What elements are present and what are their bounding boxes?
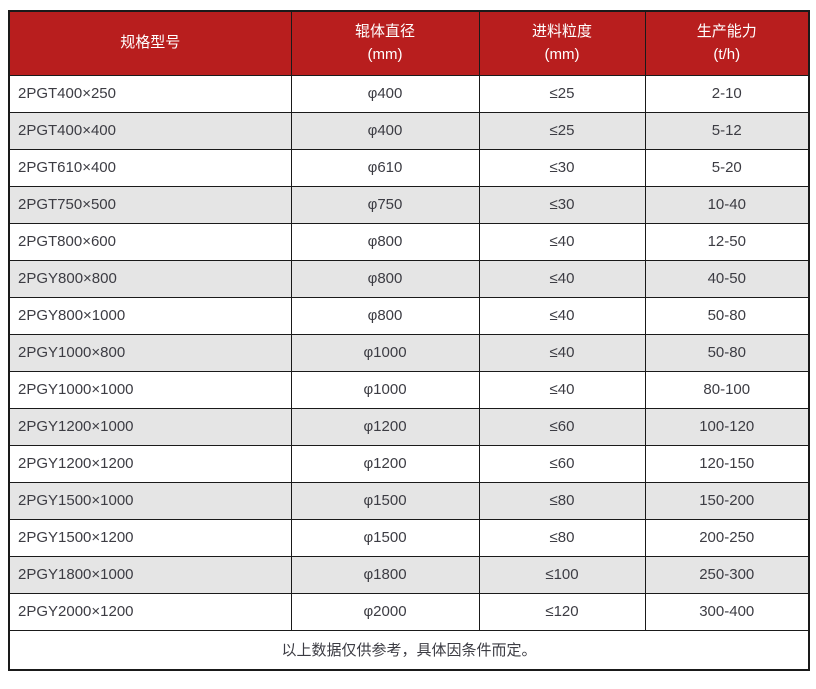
spec-table: 规格型号 辊体直径 (mm) 进料粒度 (mm) 生产能力 (t/h) <box>8 10 810 671</box>
header-label: 进料粒度 <box>531 23 592 41</box>
header-unit: (mm) <box>367 46 403 64</box>
cell-model: 2PGY1500×1200 <box>8 518 292 557</box>
table-row: 2PGT400×250 φ400 ≤25 2-10 <box>8 74 810 113</box>
footer-row: 以上数据仅供参考，具体因条件而定。 <box>8 629 810 671</box>
cell-feed-size: ≤80 <box>478 518 646 557</box>
table-row: 2PGY1000×1000 φ1000 ≤40 80-100 <box>8 370 810 409</box>
cell-capacity: 100-120 <box>644 407 810 446</box>
cell-feed-size: ≤25 <box>478 111 646 150</box>
cell-capacity: 10-40 <box>644 185 810 224</box>
cell-model: 2PGY800×800 <box>8 259 292 298</box>
header-row: 规格型号 辊体直径 (mm) 进料粒度 (mm) 生产能力 (t/h) <box>8 10 810 76</box>
cell-model: 2PGY2000×1200 <box>8 592 292 631</box>
cell-roller-diameter: φ1800 <box>290 555 480 594</box>
cell-roller-diameter: φ750 <box>290 185 480 224</box>
cell-roller-diameter: φ1000 <box>290 333 480 372</box>
table-row: 2PGT400×400 φ400 ≤25 5-12 <box>8 111 810 150</box>
cell-capacity: 5-20 <box>644 148 810 187</box>
cell-model: 2PGY1800×1000 <box>8 555 292 594</box>
header-cell-model: 规格型号 <box>8 10 292 76</box>
cell-model: 2PGT800×600 <box>8 222 292 261</box>
header-label: 生产能力 <box>696 23 757 41</box>
cell-model: 2PGY1000×800 <box>8 333 292 372</box>
cell-model: 2PGY800×1000 <box>8 296 292 335</box>
cell-feed-size: ≤30 <box>478 148 646 187</box>
cell-feed-size: ≤40 <box>478 222 646 261</box>
cell-model: 2PGY1000×1000 <box>8 370 292 409</box>
table-row: 2PGT750×500 φ750 ≤30 10-40 <box>8 185 810 224</box>
cell-capacity: 150-200 <box>644 481 810 520</box>
table-row: 2PGY800×1000 φ800 ≤40 50-80 <box>8 296 810 335</box>
cell-feed-size: ≤40 <box>478 259 646 298</box>
cell-capacity: 50-80 <box>644 333 810 372</box>
cell-roller-diameter: φ1200 <box>290 407 480 446</box>
cell-capacity: 80-100 <box>644 370 810 409</box>
cell-feed-size: ≤40 <box>478 370 646 409</box>
cell-roller-diameter: φ610 <box>290 148 480 187</box>
header-label: 规格型号 <box>120 34 181 52</box>
table-row: 2PGT800×600 φ800 ≤40 12-50 <box>8 222 810 261</box>
footer-note: 以上数据仅供参考，具体因条件而定。 <box>8 629 810 671</box>
cell-feed-size: ≤30 <box>478 185 646 224</box>
table-row: 2PGY1500×1000 φ1500 ≤80 150-200 <box>8 481 810 520</box>
cell-roller-diameter: φ1000 <box>290 370 480 409</box>
cell-model: 2PGY1500×1000 <box>8 481 292 520</box>
cell-feed-size: ≤100 <box>478 555 646 594</box>
header-cell-capacity: 生产能力 (t/h) <box>644 10 810 76</box>
cell-model: 2PGT750×500 <box>8 185 292 224</box>
table-row: 2PGY1200×1200 φ1200 ≤60 120-150 <box>8 444 810 483</box>
cell-model: 2PGY1200×1200 <box>8 444 292 483</box>
header-label: 辊体直径 <box>354 23 415 41</box>
table-row: 2PGT610×400 φ610 ≤30 5-20 <box>8 148 810 187</box>
cell-feed-size: ≤40 <box>478 333 646 372</box>
cell-roller-diameter: φ800 <box>290 259 480 298</box>
header-unit: (mm) <box>544 46 580 64</box>
table-row: 2PGY2000×1200 φ2000 ≤120 300-400 <box>8 592 810 631</box>
cell-roller-diameter: φ1500 <box>290 481 480 520</box>
table-row: 2PGY1000×800 φ1000 ≤40 50-80 <box>8 333 810 372</box>
cell-roller-diameter: φ400 <box>290 74 480 113</box>
cell-capacity: 250-300 <box>644 555 810 594</box>
table-header: 规格型号 辊体直径 (mm) 进料粒度 (mm) 生产能力 (t/h) <box>8 10 810 76</box>
cell-feed-size: ≤40 <box>478 296 646 335</box>
cell-roller-diameter: φ800 <box>290 296 480 335</box>
cell-roller-diameter: φ1200 <box>290 444 480 483</box>
cell-feed-size: ≤25 <box>478 74 646 113</box>
cell-capacity: 120-150 <box>644 444 810 483</box>
cell-feed-size: ≤80 <box>478 481 646 520</box>
cell-capacity: 200-250 <box>644 518 810 557</box>
table-footer: 以上数据仅供参考，具体因条件而定。 <box>8 629 810 671</box>
header-cell-feed-size: 进料粒度 (mm) <box>478 10 646 76</box>
cell-model: 2PGT400×400 <box>8 111 292 150</box>
cell-feed-size: ≤60 <box>478 444 646 483</box>
cell-roller-diameter: φ800 <box>290 222 480 261</box>
cell-capacity: 5-12 <box>644 111 810 150</box>
cell-model: 2PGT610×400 <box>8 148 292 187</box>
cell-roller-diameter: φ400 <box>290 111 480 150</box>
cell-capacity: 2-10 <box>644 74 810 113</box>
cell-capacity: 300-400 <box>644 592 810 631</box>
cell-feed-size: ≤60 <box>478 407 646 446</box>
cell-roller-diameter: φ2000 <box>290 592 480 631</box>
table-row: 2PGY1200×1000 φ1200 ≤60 100-120 <box>8 407 810 446</box>
table-row: 2PGY1800×1000 φ1800 ≤100 250-300 <box>8 555 810 594</box>
cell-capacity: 50-80 <box>644 296 810 335</box>
table-row: 2PGY800×800 φ800 ≤40 40-50 <box>8 259 810 298</box>
table-body: 2PGT400×250 φ400 ≤25 2-10 2PGT400×400 φ4… <box>8 74 810 631</box>
cell-feed-size: ≤120 <box>478 592 646 631</box>
cell-capacity: 12-50 <box>644 222 810 261</box>
cell-capacity: 40-50 <box>644 259 810 298</box>
cell-model: 2PGY1200×1000 <box>8 407 292 446</box>
header-cell-roller-diameter: 辊体直径 (mm) <box>290 10 480 76</box>
cell-roller-diameter: φ1500 <box>290 518 480 557</box>
table-row: 2PGY1500×1200 φ1500 ≤80 200-250 <box>8 518 810 557</box>
cell-model: 2PGT400×250 <box>8 74 292 113</box>
header-unit: (t/h) <box>713 46 741 64</box>
